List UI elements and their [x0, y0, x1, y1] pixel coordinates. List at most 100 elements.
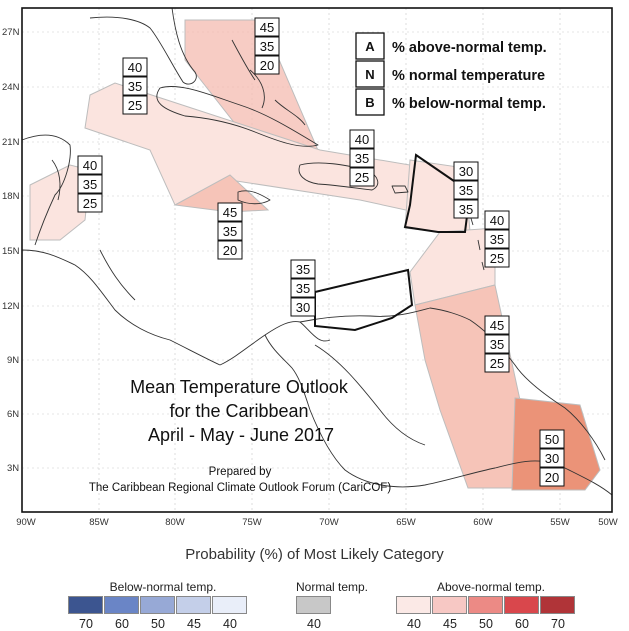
title-line-3: April - May - June 2017 — [148, 425, 334, 445]
lat-tick: 27N — [2, 27, 20, 38]
prob-above: 40 — [490, 213, 504, 228]
zone-guyana — [414, 284, 521, 489]
above-swatch — [396, 596, 431, 614]
prob-box-abc-islands: 35 35 30 — [290, 259, 316, 317]
below-swatch — [104, 596, 139, 614]
above-value: 70 — [551, 617, 565, 631]
prob-above: 45 — [223, 205, 237, 220]
lat-tick: 21N — [2, 137, 20, 148]
prob-above: 50 — [545, 432, 559, 447]
lat-tick: 3N — [7, 463, 19, 474]
zone-abc-outline — [314, 268, 414, 332]
above-value: 50 — [479, 617, 493, 631]
zone-belize — [29, 164, 91, 241]
prob-box-belize: 40 35 25 — [77, 155, 103, 213]
above-swatch — [468, 596, 503, 614]
forecast-zones — [29, 19, 601, 491]
prob-box-cuba: 40 35 25 — [122, 57, 148, 115]
forum-name: The Caribbean Regional Climate Outlook F… — [89, 482, 391, 494]
prob-cell — [217, 221, 243, 241]
legend-text-a: % above-normal temp. — [392, 40, 547, 56]
below-value: 50 — [151, 617, 165, 631]
prob-cell — [484, 315, 510, 335]
lat-tick: 6N — [7, 409, 19, 420]
lon-tick: 60W — [473, 517, 493, 528]
legend-text-b: % below-normal temp. — [392, 96, 546, 112]
prob-normal: 35 — [490, 232, 504, 247]
prob-normal: 35 — [128, 79, 142, 94]
lat-tick: 9N — [7, 355, 19, 366]
lon-tick: 85W — [89, 517, 109, 528]
lon-tick: 75W — [242, 517, 262, 528]
below-swatch — [176, 596, 211, 614]
prob-cell — [290, 278, 316, 298]
prob-cell — [77, 193, 103, 213]
prob-box-guyana: 45 35 25 — [484, 315, 510, 373]
above-swatch — [432, 596, 467, 614]
prob-cell — [122, 95, 148, 115]
prob-cell — [349, 148, 375, 168]
below-value: 40 — [223, 617, 237, 631]
prob-below: 25 — [355, 170, 369, 185]
lon-tick: 90W — [16, 517, 36, 528]
above-value: 60 — [515, 617, 529, 631]
lat-tick: 18N — [2, 191, 20, 202]
prepared-by: Prepared by — [209, 466, 272, 478]
prob-cell — [453, 199, 479, 219]
lon-tick: 80W — [165, 517, 185, 528]
lon-tick: 65W — [396, 517, 416, 528]
prob-box-hispaniola: 40 35 25 — [349, 129, 375, 187]
prob-above: 40 — [128, 60, 142, 75]
colorbar-title: Probability (%) of Most Likely Category — [185, 546, 444, 563]
lon-tick: 55W — [550, 517, 570, 528]
above-swatch — [504, 596, 539, 614]
prob-box-suriname: 50 30 20 — [539, 429, 565, 487]
legend-key-a: A — [365, 39, 375, 54]
prob-normal: 30 — [545, 451, 559, 466]
prob-cell — [290, 259, 316, 279]
prob-below: 30 — [296, 300, 310, 315]
above-normal-label: Above-normal temp. — [436, 580, 546, 594]
map-title: Mean Temperature Outlook for the Caribbe… — [89, 377, 391, 494]
prob-normal: 35 — [459, 183, 473, 198]
prob-normal: 35 — [223, 224, 237, 239]
prob-box-leeward-islands: 30 35 35 — [453, 161, 479, 219]
prob-box-jamaica: 45 35 20 — [217, 202, 243, 260]
prob-cell — [254, 55, 280, 75]
prob-box-windward-islands: 40 35 25 — [484, 210, 510, 268]
below-value: 60 — [115, 617, 129, 631]
prob-below: 20 — [260, 58, 274, 73]
prob-below: 20 — [545, 470, 559, 485]
below-normal-label: Below-normal temp. — [109, 580, 217, 594]
above-value: 45 — [443, 617, 457, 631]
below-swatch — [140, 596, 175, 614]
prob-above: 40 — [355, 132, 369, 147]
prob-cell — [539, 467, 565, 487]
prob-cell — [453, 161, 479, 181]
prob-normal: 35 — [296, 281, 310, 296]
category-legend: A % above-normal temp. N % normal temper… — [355, 32, 547, 116]
prob-cell — [539, 429, 565, 449]
prob-normal: 35 — [260, 39, 274, 54]
lon-tick: 50W — [598, 517, 618, 528]
prob-normal: 35 — [490, 337, 504, 352]
prob-cell — [122, 76, 148, 96]
prob-normal: 35 — [355, 151, 369, 166]
above-swatch — [540, 596, 575, 614]
prob-below: 25 — [128, 98, 142, 113]
prob-cell — [484, 353, 510, 373]
prob-above: 45 — [260, 20, 274, 35]
below-swatch — [68, 596, 103, 614]
prob-below: 35 — [459, 202, 473, 217]
title-line-2: for the Caribbean — [169, 401, 308, 421]
prob-cell — [349, 167, 375, 187]
normal-swatch — [296, 596, 331, 614]
zone-cuba — [84, 82, 416, 213]
prob-cell — [77, 155, 103, 175]
prob-box-bahamas: 45 35 20 — [254, 17, 280, 75]
prob-cell — [254, 17, 280, 37]
lon-tick: 70W — [319, 517, 339, 528]
coastlines — [21, 7, 613, 496]
prob-cell — [484, 334, 510, 354]
prob-cell — [217, 240, 243, 260]
